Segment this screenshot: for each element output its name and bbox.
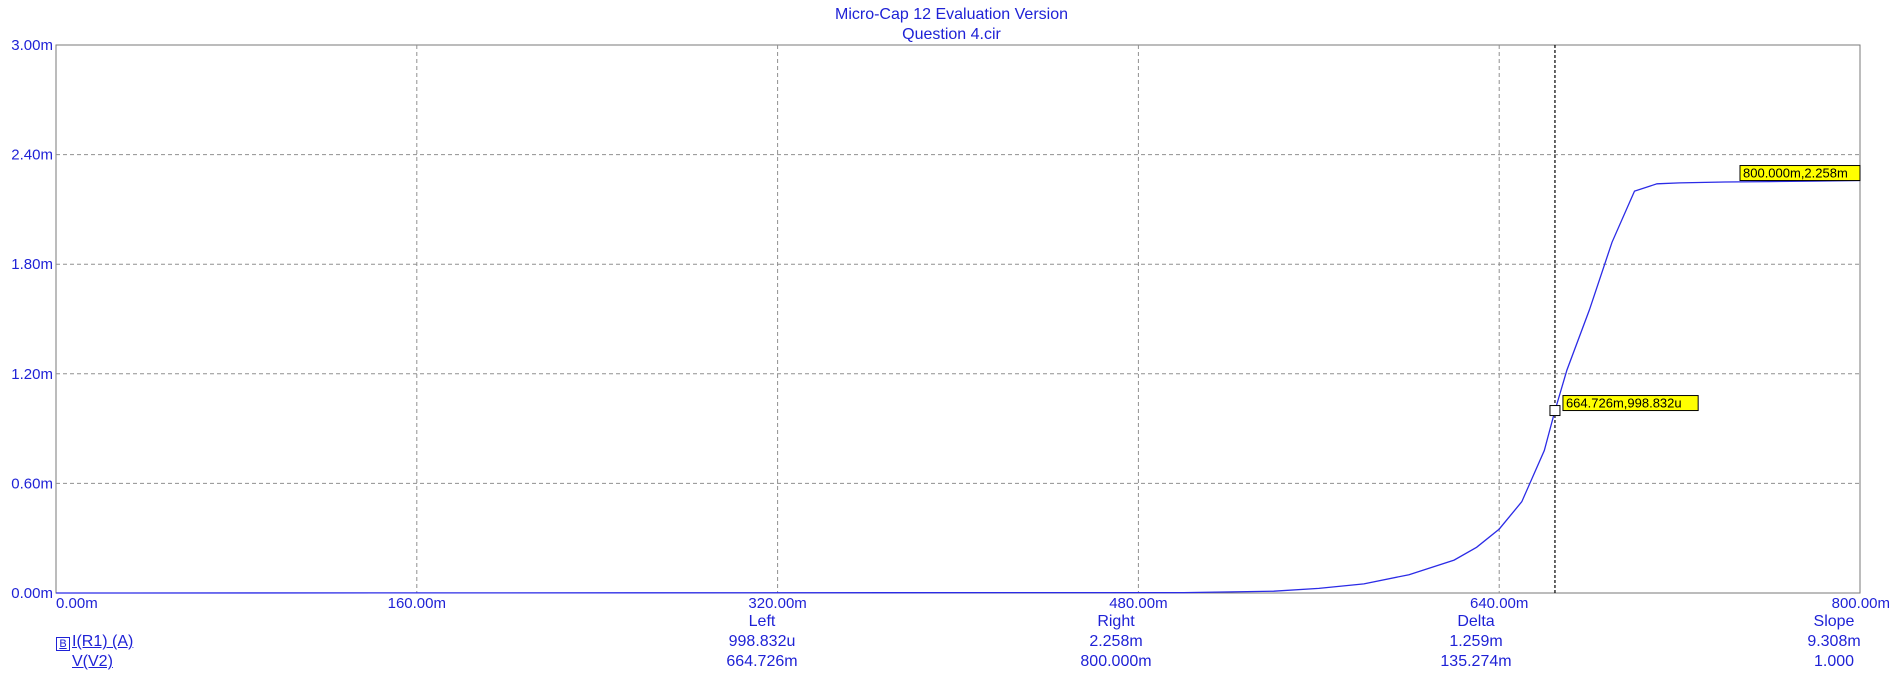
y-tick-label: 0.60m [11, 475, 53, 492]
x-tick-label: 160.00m [388, 595, 446, 612]
stats-value-slope-row2: 1.000 [1813, 653, 1855, 670]
series-line-ir1[interactable] [55, 179, 1861, 594]
y-tick-label: 3.00m [11, 37, 53, 54]
stats-left-column: Left 998.832u 664.726m [662, 612, 862, 672]
stats-slope-column: Slope 9.308m 1.000 [1734, 612, 1903, 672]
data-label-box [1739, 165, 1861, 182]
x-tick-label: 320.00m [748, 595, 806, 612]
y-tick-label: 1.20m [11, 366, 53, 383]
cursor-marker[interactable] [1549, 405, 1561, 417]
stats-value-right-row2: 800.000m [1080, 653, 1152, 670]
data-label-text: 664.726m,998.832u [1566, 396, 1682, 411]
stats-header-slope: Slope [1813, 613, 1855, 630]
trace-label-vv2[interactable]: V(V2) [72, 653, 113, 670]
chart-subtitle: Question 4.cir [902, 26, 1001, 43]
stats-value-left-row2: 664.726m [726, 653, 798, 670]
stats-header-delta: Delta [1457, 613, 1495, 630]
trace-legend-ir1[interactable]: B I(R1) (A) [56, 632, 133, 652]
trace-b-icon[interactable]: B [56, 637, 70, 651]
chart-title: Micro-Cap 12 Evaluation Version [834, 6, 1068, 23]
trace-legend-vv2[interactable]: V(V2) [72, 652, 113, 672]
stats-right-column: Right 2.258m 800.000m [1016, 612, 1216, 672]
stats-value-delta-row1: 1.259m [1449, 633, 1503, 650]
y-tick-label: 0.00m [11, 585, 53, 602]
x-tick-label: 480.00m [1109, 595, 1167, 612]
x-tick-label: 640.00m [1470, 595, 1528, 612]
stats-value-delta-row2: 135.274m [1440, 653, 1512, 670]
stats-value-left-row1: 998.832u [728, 633, 796, 650]
x-tick-label: 0.00m [56, 595, 98, 612]
y-tick-label: 2.40m [11, 147, 53, 164]
stats-value-slope-row1: 9.308m [1807, 633, 1861, 650]
y-tick-label: 1.80m [11, 256, 53, 273]
data-label-text: 800.000m,2.258m [1743, 166, 1848, 181]
stats-header-left: Left [748, 613, 776, 630]
stats-value-right-row1: 2.258m [1089, 633, 1143, 650]
stats-header-right: Right [1097, 613, 1135, 630]
plot-frame [55, 44, 1861, 594]
trace-label-ir1[interactable]: I(R1) (A) [72, 633, 134, 650]
x-tick-label: 800.00m [1832, 595, 1890, 612]
data-label-box [1562, 395, 1699, 412]
stats-delta-column: Delta 1.259m 135.274m [1376, 612, 1576, 672]
